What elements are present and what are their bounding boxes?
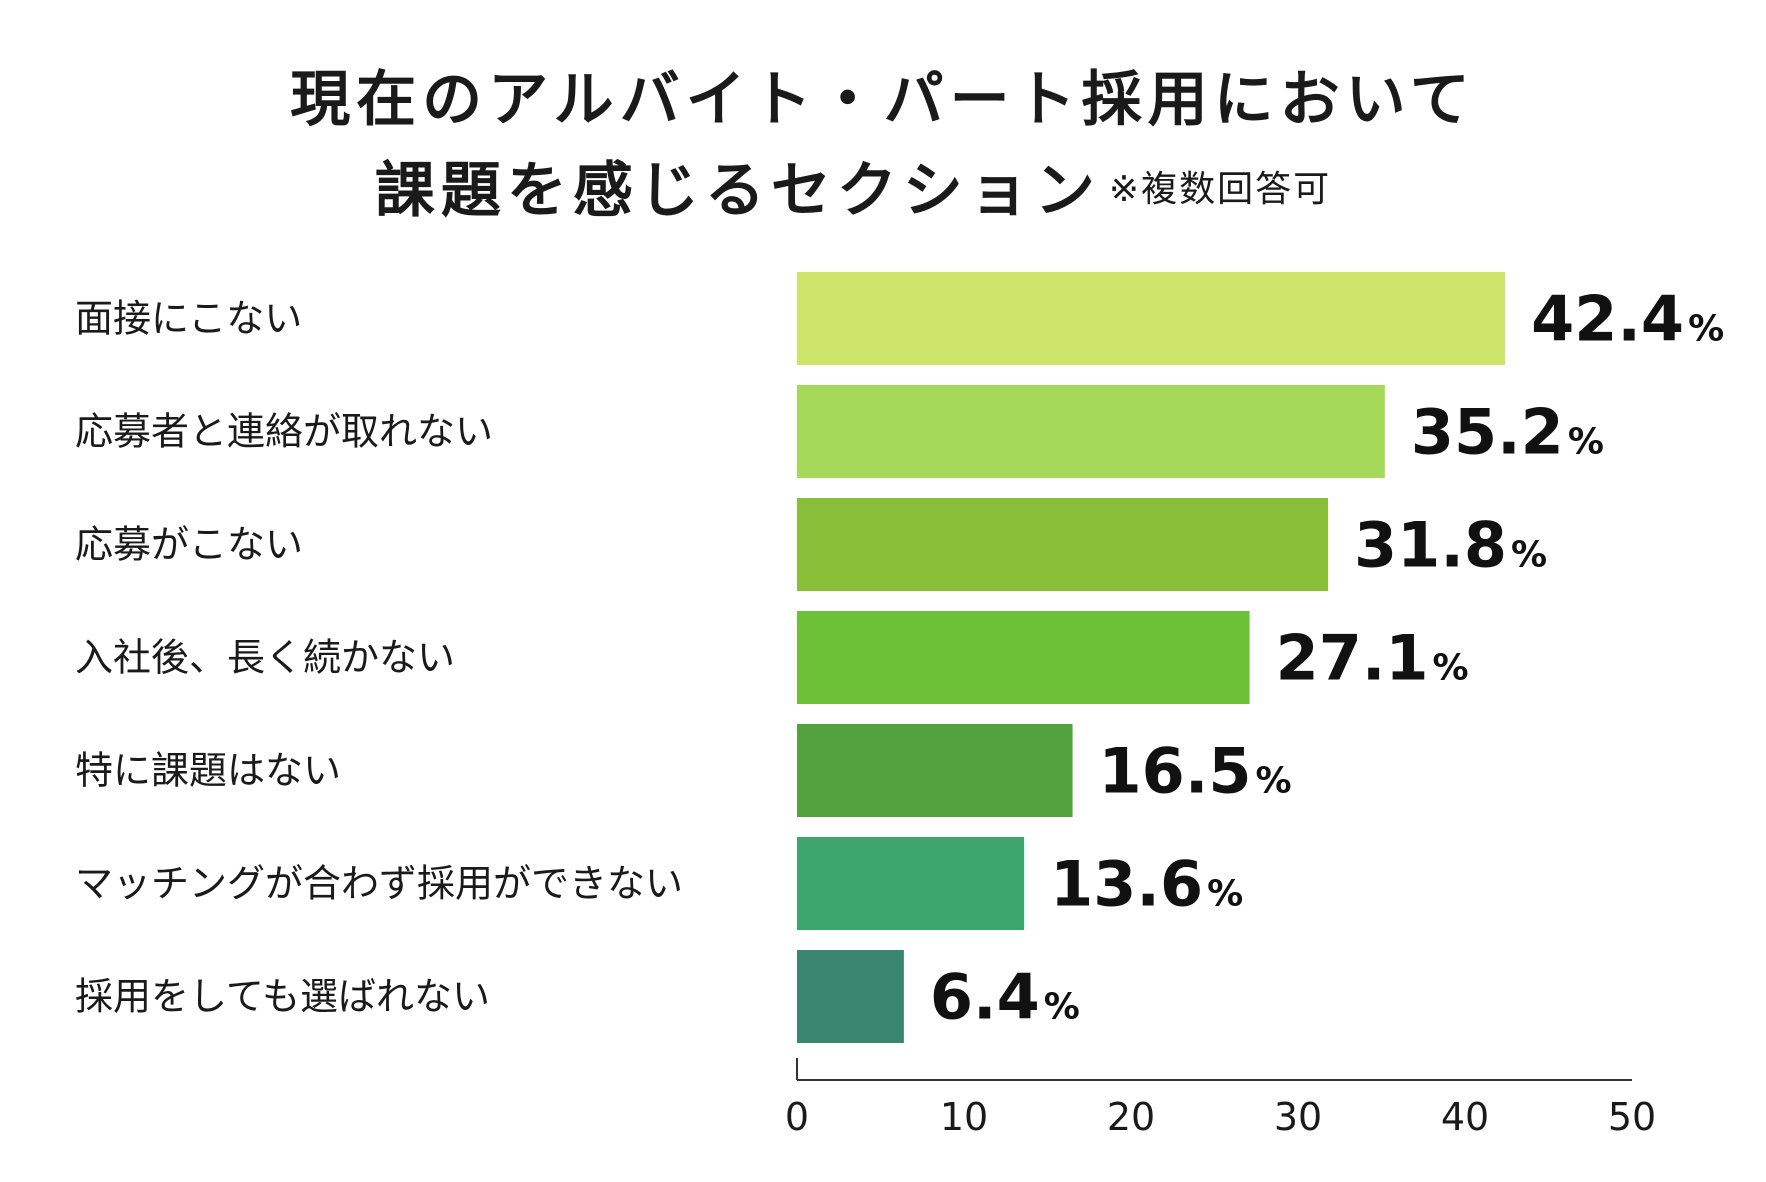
category-label-7: 採用をしても選ばれない xyxy=(75,975,490,1019)
value-number-2: 35.2 xyxy=(1411,396,1564,469)
category-label-2: 応募者と連絡が取れない xyxy=(75,410,493,454)
value-number-4: 27.1 xyxy=(1276,622,1429,695)
value-label-1: 42.4% xyxy=(1531,283,1724,356)
x-tick-label-50: 50 xyxy=(1608,1095,1656,1139)
value-unit-5: % xyxy=(1256,761,1292,802)
x-tick-label-40: 40 xyxy=(1441,1095,1489,1139)
bar-1 xyxy=(797,272,1506,365)
bar-5 xyxy=(797,724,1073,817)
value-number-3: 31.8 xyxy=(1354,509,1507,582)
bar-4 xyxy=(797,611,1250,704)
value-unit-6: % xyxy=(1207,874,1243,915)
value-number-6: 13.6 xyxy=(1050,848,1203,921)
chart-title-line2: 課題を感じるセクション ※複数回答可 xyxy=(0,150,1736,231)
bars-group xyxy=(797,272,1506,1043)
bar-7 xyxy=(797,950,904,1043)
value-label-3: 31.8% xyxy=(1354,509,1547,582)
bar-3 xyxy=(797,498,1329,591)
x-axis: 0 10 20 30 40 50 xyxy=(785,1058,1656,1139)
category-label-5: 特に課題はない xyxy=(75,749,341,793)
bar-6 xyxy=(797,837,1025,930)
bar-2 xyxy=(797,385,1385,478)
value-number-7: 6.4 xyxy=(930,961,1040,1034)
value-label-6: 13.6% xyxy=(1050,848,1243,921)
category-label-1: 面接にこない xyxy=(75,297,302,341)
value-number-1: 42.4 xyxy=(1531,283,1684,356)
category-labels-group: 面接にこない応募者と連絡が取れない応募がこない入社後、長く続かない特に課題はない… xyxy=(75,297,683,1019)
x-tick-label-20: 20 xyxy=(1107,1095,1155,1139)
x-tick-label-0: 0 xyxy=(785,1095,809,1139)
x-tick-label-10: 10 xyxy=(940,1095,988,1139)
value-unit-7: % xyxy=(1044,987,1080,1028)
value-unit-3: % xyxy=(1511,535,1547,576)
category-label-6: マッチングが合わず採用ができない xyxy=(75,862,683,906)
chart-title-line2-text: 課題を感じるセクション xyxy=(374,156,1101,226)
value-label-7: 6.4% xyxy=(930,961,1080,1034)
category-label-3: 応募がこない xyxy=(75,523,303,567)
value-unit-4: % xyxy=(1433,648,1469,689)
chart-title-line1: 現在のアルバイト・パート採用において xyxy=(290,65,1476,135)
value-label-5: 16.5% xyxy=(1099,735,1292,808)
value-label-2: 35.2% xyxy=(1411,396,1604,469)
value-number-5: 16.5 xyxy=(1099,735,1252,808)
value-label-4: 27.1% xyxy=(1276,622,1469,695)
chart-title-note: ※複数回答可 xyxy=(1108,169,1332,210)
value-unit-1: % xyxy=(1688,309,1724,350)
value-unit-2: % xyxy=(1568,422,1604,463)
x-tick-label-30: 30 xyxy=(1274,1095,1322,1139)
value-labels-group: 42.4 %35.2 %31.8 %27.1 %16.5 %13.6 %6.4% xyxy=(930,283,1724,1034)
category-label-4: 入社後、長く続かない xyxy=(75,636,455,680)
